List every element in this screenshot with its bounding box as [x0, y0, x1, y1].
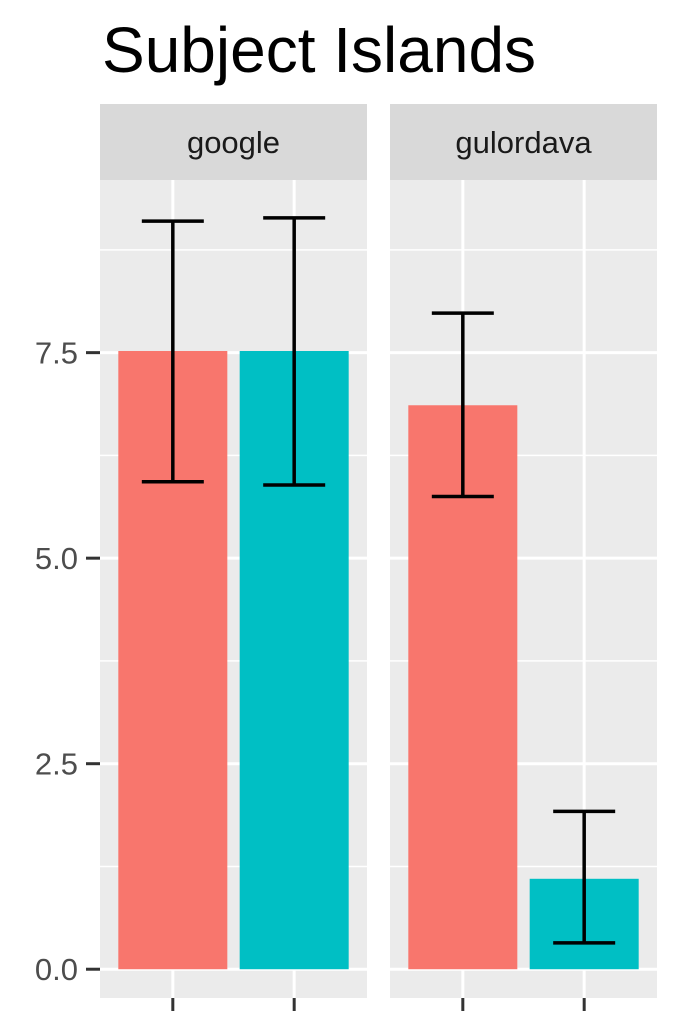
- y-tick-label: 7.5: [35, 336, 78, 371]
- error-bar-google-1: [141, 219, 204, 484]
- y-tick-label: 5.0: [35, 541, 78, 576]
- facet-panel-google: google: [100, 104, 367, 1011]
- facet-label: gulordava: [455, 125, 592, 160]
- facet-strip: [100, 104, 367, 180]
- error-bar-gulordava-1: [431, 311, 494, 499]
- y-tick-label: 2.5: [35, 747, 78, 782]
- y-tick-label: 0.0: [35, 952, 78, 987]
- facet-label: google: [187, 125, 280, 160]
- error-bar-gulordava-2: [553, 809, 616, 945]
- facet-panels: google gulordava: [100, 104, 657, 1011]
- y-axis: 0.0 2.5 5.0 7.5: [35, 336, 100, 987]
- chart-title: Subject Islands: [102, 14, 536, 86]
- error-bar-google-2: [263, 216, 326, 487]
- facet-strip: [390, 104, 657, 180]
- bar-gulordava-1: [408, 405, 518, 970]
- facet-panel-gulordava: gulordava: [390, 104, 657, 1011]
